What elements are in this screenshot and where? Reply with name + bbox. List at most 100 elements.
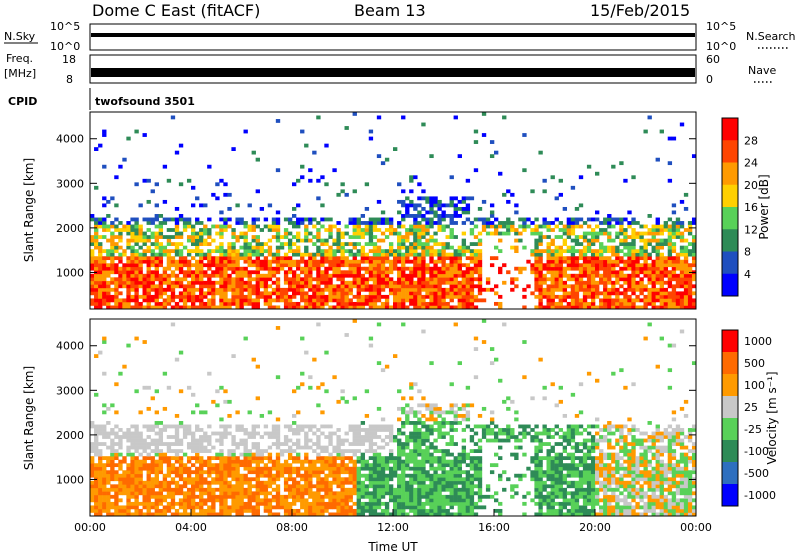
power-cell xyxy=(651,287,656,292)
velocity-cell xyxy=(195,470,200,475)
power-cell xyxy=(368,129,374,134)
power-cell xyxy=(566,221,572,225)
velocity-cell xyxy=(364,413,370,418)
power-cell xyxy=(130,259,135,264)
velocity-cell xyxy=(227,452,232,457)
power-cell xyxy=(292,305,297,310)
power-cell xyxy=(643,301,648,306)
power-cell xyxy=(538,298,543,303)
power-cell xyxy=(590,287,596,292)
power-cell xyxy=(376,277,382,282)
power-cell xyxy=(667,280,673,285)
velocity-cell xyxy=(255,494,260,499)
velocity-cell xyxy=(211,498,216,503)
power-cell xyxy=(186,249,192,254)
power-cell xyxy=(195,277,200,282)
velocity-cell xyxy=(336,470,341,475)
power-cell xyxy=(336,277,341,282)
power-cell xyxy=(409,242,414,246)
power-cell xyxy=(388,284,394,289)
velocity-cell xyxy=(372,484,378,489)
power-cell xyxy=(130,231,135,236)
power-cell xyxy=(546,252,551,257)
velocity-cell xyxy=(110,477,115,482)
velocity-cell xyxy=(283,487,289,492)
power-cell xyxy=(283,294,289,299)
power-cell xyxy=(134,252,139,257)
velocity-cell xyxy=(146,508,151,513)
power-cell xyxy=(174,277,180,282)
velocity-cell xyxy=(300,336,305,341)
power-cell xyxy=(110,277,115,282)
power-cell xyxy=(328,217,333,222)
power-cell xyxy=(667,217,673,222)
power-cell xyxy=(223,224,228,229)
power-cell xyxy=(465,284,471,289)
velocity-cell xyxy=(215,477,220,482)
power-cell xyxy=(465,266,471,271)
velocity-cell xyxy=(102,498,107,503)
power-cell xyxy=(457,270,462,275)
power-cell xyxy=(607,238,612,243)
power-cell xyxy=(655,298,660,303)
power-cell xyxy=(332,287,337,292)
velocity-cell xyxy=(348,505,353,510)
velocity-cell xyxy=(380,473,386,478)
power-cell xyxy=(599,252,604,257)
power-cell xyxy=(433,298,438,303)
velocity-cell xyxy=(384,477,390,482)
velocity-cell xyxy=(336,428,341,432)
power-cell xyxy=(554,249,559,254)
power-cell xyxy=(279,291,285,296)
velocity-cell xyxy=(429,463,434,468)
power-cell xyxy=(376,199,382,204)
velocity-cell xyxy=(292,470,297,475)
power-cell xyxy=(635,294,640,299)
power-colorbar-cell-5 xyxy=(722,229,738,252)
power-cell xyxy=(619,221,624,225)
velocity-cell xyxy=(90,421,95,425)
velocity-cell xyxy=(223,501,228,506)
power-cell xyxy=(457,291,462,296)
power-cell xyxy=(296,284,301,289)
velocity-cell xyxy=(154,438,159,443)
power-cell xyxy=(332,238,337,243)
power-cell xyxy=(114,294,119,299)
power-cell xyxy=(114,203,119,208)
velocity-cell xyxy=(275,417,281,422)
velocity-cell xyxy=(397,428,402,432)
power-cell xyxy=(142,284,147,289)
power-cell xyxy=(631,287,636,292)
velocity-cell xyxy=(223,477,228,482)
velocity-cell xyxy=(413,508,418,513)
velocity-cell xyxy=(178,459,184,464)
power-cell xyxy=(275,284,281,289)
power-cell xyxy=(251,245,256,250)
power-cell xyxy=(651,291,656,296)
power-cell xyxy=(461,301,467,306)
power-cell xyxy=(166,284,172,289)
power-cell xyxy=(255,259,260,264)
nsky-label: N.Sky xyxy=(4,30,36,43)
power-cell xyxy=(405,206,410,211)
power-cell xyxy=(453,249,458,254)
power-cell xyxy=(453,210,458,215)
velocity-cell xyxy=(292,512,297,517)
power-cell xyxy=(510,280,515,285)
power-cell xyxy=(170,259,176,264)
power-cell xyxy=(368,217,374,222)
power-cell xyxy=(457,199,462,204)
velocity-cell xyxy=(142,385,147,390)
velocity-cell xyxy=(445,442,450,446)
power-cell xyxy=(619,305,624,310)
power-cell xyxy=(417,228,422,232)
power-cell xyxy=(671,256,677,261)
power-cell xyxy=(659,273,664,278)
velocity-cell xyxy=(191,498,196,503)
velocity-cell xyxy=(267,452,273,457)
velocity-cell xyxy=(300,382,305,387)
power-cell xyxy=(304,249,309,254)
power-cell xyxy=(655,252,660,257)
power-cell xyxy=(275,238,281,243)
power-cell xyxy=(465,206,471,211)
